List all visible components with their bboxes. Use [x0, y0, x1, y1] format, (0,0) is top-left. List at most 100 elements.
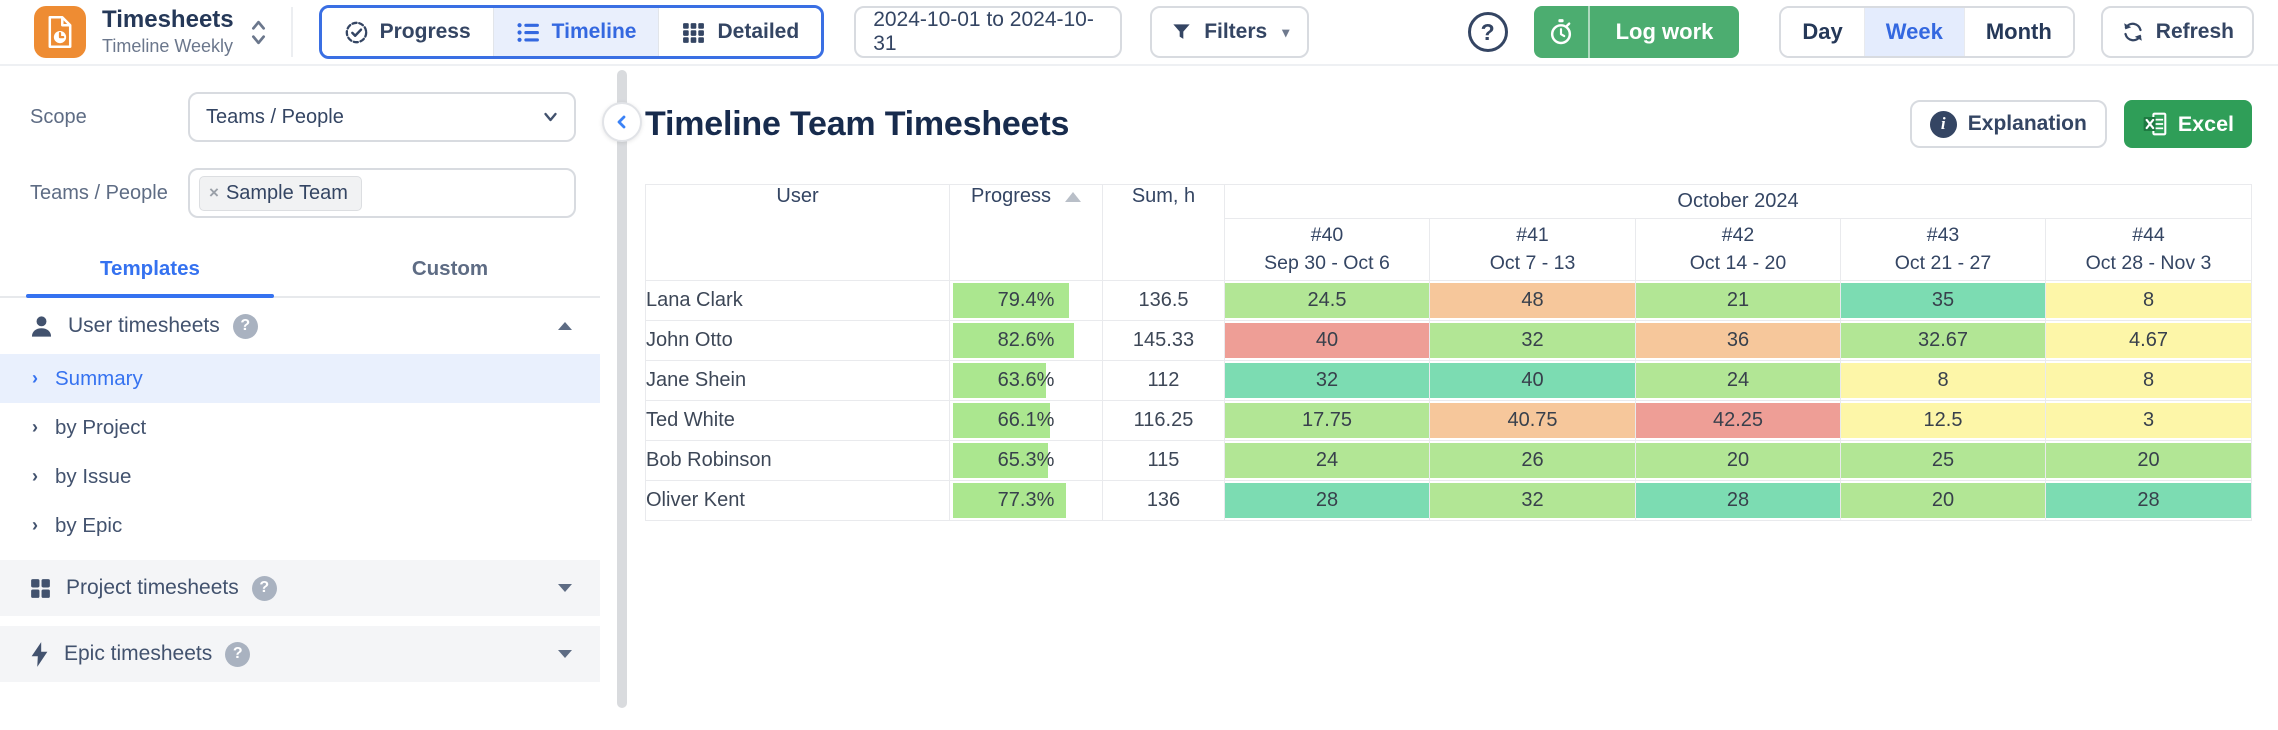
week-header-41[interactable]: #41 Oct 7 - 13: [1429, 218, 1636, 281]
tab-progress[interactable]: Progress: [321, 8, 494, 56]
col-header-user[interactable]: User: [645, 184, 950, 281]
week-value-cell[interactable]: 25: [1840, 440, 2046, 481]
week-value-cell[interactable]: 20: [1635, 440, 1841, 481]
week-value-cell[interactable]: 24.5: [1224, 280, 1430, 321]
week-value-cell[interactable]: 17.75: [1224, 400, 1430, 441]
main-header: Timeline Team Timesheets i Explanation: [645, 100, 2253, 148]
week-value-cell[interactable]: 12.5: [1840, 400, 2046, 441]
sidebar-item-summary[interactable]: › Summary: [0, 354, 600, 403]
week-value-cell[interactable]: 20: [1840, 480, 2046, 521]
help-badge-icon[interactable]: ?: [251, 575, 277, 601]
week-value-cell[interactable]: 32.67: [1840, 320, 2046, 361]
col-header-progress[interactable]: Progress: [949, 184, 1103, 281]
section-project-timesheets[interactable]: Project timesheets ?: [0, 560, 600, 616]
timer-segment[interactable]: [1534, 6, 1590, 58]
week-value-cell[interactable]: 8: [2044, 360, 2253, 401]
section-user-timesheets[interactable]: User timesheets ?: [0, 298, 600, 354]
tab-progress-label: Progress: [379, 20, 471, 43]
week-value-cell[interactable]: 28: [1635, 480, 1841, 521]
user-name-cell[interactable]: Jane Shein: [645, 360, 950, 401]
week-value-cell[interactable]: 32: [1224, 360, 1430, 401]
table-row: John Otto 82.6% 145.33 40 32 36 32.67 4.…: [645, 320, 2253, 361]
week-header-42[interactable]: #42 Oct 14 - 20: [1635, 218, 1841, 281]
user-name-cell[interactable]: Oliver Kent: [645, 480, 950, 521]
progress-value: 63.6%: [997, 369, 1055, 391]
teams-people-input[interactable]: × Sample Team: [188, 168, 576, 218]
help-badge-icon[interactable]: ?: [232, 313, 258, 339]
table-body: Lana Clark 79.4% 136.5 24.5 48 21 35 8 J…: [645, 280, 2253, 521]
week-value-cell[interactable]: 4.67: [2044, 320, 2253, 361]
user-name-cell[interactable]: Ted White: [645, 400, 950, 441]
tab-detailed[interactable]: Detailed: [659, 8, 822, 56]
week-value-cell[interactable]: 42.25: [1635, 400, 1841, 441]
section-epic-label: Epic timesheets: [64, 642, 213, 665]
sidebar-item-by-project[interactable]: › by Project: [0, 403, 600, 452]
tab-templates-label: Templates: [100, 257, 200, 280]
scope-select[interactable]: Teams / People: [188, 92, 576, 142]
week-value-cell[interactable]: 21: [1635, 280, 1841, 321]
week-value-cell[interactable]: 40: [1429, 360, 1636, 401]
period-day-label: Day: [1802, 19, 1843, 44]
week-value-cell[interactable]: 40.75: [1429, 400, 1636, 441]
week-header-40[interactable]: #40 Sep 30 - Oct 6: [1224, 218, 1430, 281]
explanation-button[interactable]: i Explanation: [1909, 100, 2107, 148]
expand-caret-icon[interactable]: [558, 584, 572, 592]
sidebar: Scope Teams / People Teams / People × Sa…: [0, 66, 642, 730]
chip-remove-icon[interactable]: ×: [209, 183, 219, 202]
epic-lightning-icon: [31, 641, 48, 667]
week-value-cell[interactable]: 20: [2044, 440, 2253, 481]
week-value-cell[interactable]: 48: [1429, 280, 1636, 321]
excel-export-button[interactable]: Excel: [2123, 100, 2253, 148]
week-value-cell[interactable]: 36: [1635, 320, 1841, 361]
section-epic-timesheets[interactable]: Epic timesheets ?: [0, 626, 600, 682]
period-month[interactable]: Month: [1964, 8, 2073, 56]
user-name-cell[interactable]: John Otto: [645, 320, 950, 361]
week-value-cell[interactable]: 24: [1635, 360, 1841, 401]
week-value-cell[interactable]: 28: [1224, 480, 1430, 521]
week-header-43[interactable]: #43 Oct 21 - 27: [1840, 218, 2046, 281]
period-day[interactable]: Day: [1781, 8, 1865, 56]
collapse-caret-icon[interactable]: [558, 322, 572, 330]
table-row: Lana Clark 79.4% 136.5 24.5 48 21 35 8: [645, 280, 2253, 321]
explanation-label: Explanation: [1967, 112, 2087, 135]
week-value-cell[interactable]: 40: [1224, 320, 1430, 361]
tab-timeline[interactable]: Timeline: [493, 8, 660, 56]
chevron-right-icon: ›: [32, 515, 38, 535]
help-icon[interactable]: ?: [1467, 12, 1508, 52]
user-name-cell[interactable]: Bob Robinson: [645, 440, 950, 481]
tab-custom[interactable]: Custom: [300, 244, 600, 296]
progress-bar: [953, 323, 1074, 358]
sort-asc-icon: [1065, 191, 1082, 202]
col-header-sum[interactable]: Sum, h: [1102, 184, 1225, 281]
table-row: Ted White 66.1% 116.25 17.75 40.75 42.25…: [645, 400, 2253, 441]
sum-cell: 136: [1102, 480, 1225, 521]
sidebar-collapse-button[interactable]: [602, 102, 642, 142]
tab-templates[interactable]: Templates: [0, 244, 300, 298]
week-value-cell[interactable]: 3: [2044, 400, 2253, 441]
expand-caret-icon[interactable]: [558, 650, 572, 658]
week-header-44[interactable]: #44 Oct 28 - Nov 3: [2044, 218, 2253, 281]
week-value-cell[interactable]: 32: [1429, 320, 1636, 361]
report-switcher-button[interactable]: [250, 17, 267, 48]
period-week[interactable]: Week: [1864, 8, 1965, 56]
refresh-button[interactable]: Refresh: [2100, 6, 2254, 58]
week-value-cell[interactable]: 8: [2044, 280, 2253, 321]
week-value-cell[interactable]: 8: [1840, 360, 2046, 401]
help-badge-icon[interactable]: ?: [225, 641, 251, 667]
log-work-button[interactable]: Log work: [1533, 6, 1740, 58]
week-value-cell[interactable]: 32: [1429, 480, 1636, 521]
sidebar-scrollbar[interactable]: [617, 70, 627, 708]
toolbar-right-cluster: ? Log work Day Week Month: [1467, 6, 2254, 58]
week-value-cell[interactable]: 24: [1224, 440, 1430, 481]
toolbar-divider: [290, 7, 293, 57]
week-value-cell[interactable]: 26: [1429, 440, 1636, 481]
filters-button[interactable]: Filters ▾: [1150, 6, 1310, 58]
user-name-cell[interactable]: Lana Clark: [645, 280, 950, 321]
sidebar-item-by-epic[interactable]: › by Epic: [0, 501, 600, 550]
sidebar-item-by-issue[interactable]: › by Issue: [0, 452, 600, 501]
filters-label: Filters: [1204, 20, 1268, 43]
date-range-input[interactable]: 2024-10-01 to 2024-10-31: [854, 6, 1123, 58]
chevron-left-icon: [617, 115, 626, 129]
week-value-cell[interactable]: 28: [2044, 480, 2253, 521]
week-value-cell[interactable]: 35: [1840, 280, 2046, 321]
